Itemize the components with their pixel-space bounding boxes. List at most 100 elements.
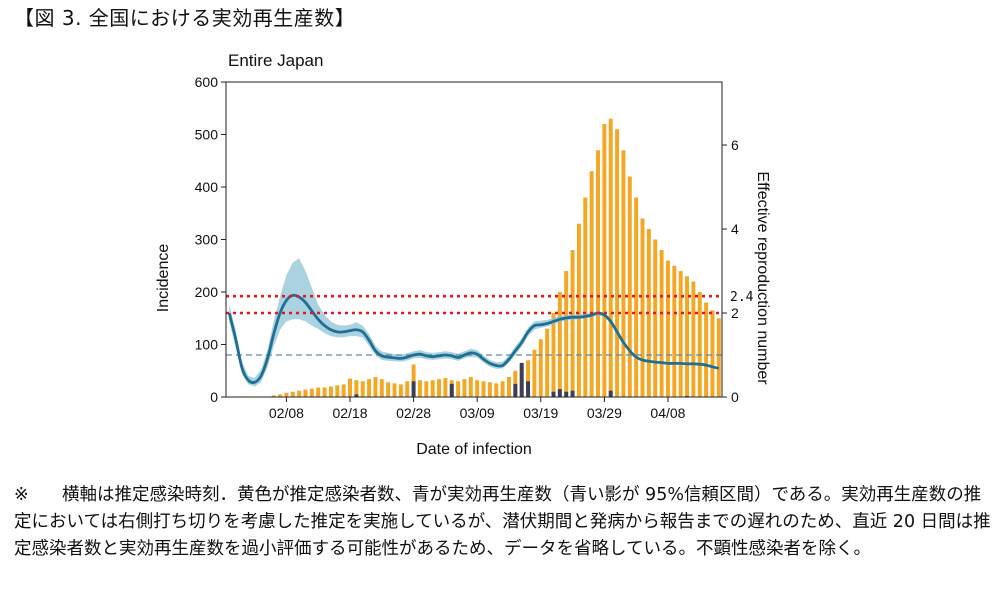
incidence-bar: [691, 281, 696, 397]
incidence-bar: [354, 380, 359, 397]
y-tick-label: 500: [195, 127, 219, 143]
incidence-bar: [678, 271, 683, 397]
incidence-bar: [328, 386, 333, 397]
incidence-rt-chart: Entire Japan 010020030040050060002462.40…: [155, 51, 771, 458]
incidence-bar: [570, 250, 575, 397]
incidence-bar: [500, 381, 505, 397]
imported-bar: [449, 383, 454, 397]
incidence-bar: [475, 380, 480, 397]
chart-title: Entire Japan: [228, 51, 323, 70]
incidence-bar: [494, 383, 499, 397]
incidence-bar: [538, 339, 543, 397]
incidence-bar: [704, 302, 709, 397]
incidence-bar: [456, 381, 461, 397]
incidence-bar: [284, 392, 289, 397]
incidence-bar: [481, 381, 486, 397]
imported-bar: [551, 391, 556, 397]
incidence-bar: [532, 349, 537, 397]
incidence-bar: [322, 387, 327, 397]
incidence-bar: [615, 129, 620, 397]
x-tick-label: 03/19: [523, 405, 558, 421]
y-tick-label: 400: [195, 179, 219, 195]
incidence-bar: [309, 388, 314, 397]
x-tick-label: 04/08: [650, 405, 685, 421]
incidence-bar: [576, 223, 581, 397]
imported-bar: [526, 381, 531, 397]
incidence-bar: [437, 379, 441, 397]
incidence-bar: [398, 384, 403, 397]
imported-bar: [354, 394, 359, 397]
incidence-bar: [411, 364, 416, 397]
incidence-bar: [373, 377, 378, 397]
x-axis-label: Date of infection: [416, 441, 532, 458]
incidence-bar: [417, 380, 422, 397]
incidence-bar: [634, 197, 639, 397]
imported-bar: [570, 390, 575, 397]
incidence-bar: [596, 150, 600, 397]
incidence-bar: [303, 389, 308, 397]
incidence-bar: [697, 292, 702, 397]
incidence-bar: [526, 360, 531, 397]
incidence-bar: [653, 239, 658, 397]
y-tick-label: 0: [210, 389, 218, 405]
incidence-bar: [665, 260, 670, 397]
x-tick-label: 02/08: [269, 405, 304, 421]
incidence-bar: [462, 379, 467, 397]
x-tick-label: 02/18: [332, 405, 367, 421]
x-tick-label: 03/29: [587, 405, 622, 421]
incidence-bar: [367, 379, 372, 397]
incidence-bar: [424, 381, 429, 397]
incidence-bar: [621, 150, 626, 397]
incidence-bar: [487, 382, 492, 397]
incidence-bar: [360, 381, 365, 397]
y-axis-label: Incidence: [155, 244, 172, 313]
imported-bar: [557, 389, 562, 397]
imported-bar: [513, 383, 518, 397]
rt-confidence-band: [229, 258, 719, 387]
incidence-bar: [405, 381, 410, 397]
incidence-bar: [564, 271, 569, 397]
imported-bar: [564, 391, 569, 397]
incidence-bar: [290, 391, 295, 397]
incidence-bar: [589, 171, 594, 397]
incidence-bar: [430, 380, 435, 397]
incidence-bar: [608, 118, 613, 397]
incidence-bar: [443, 378, 448, 397]
incidence-bar: [545, 328, 550, 397]
imported-bar: [685, 395, 689, 397]
imported-bar: [519, 362, 524, 397]
y2-tick-label: 6: [731, 137, 739, 153]
incidence-bar: [271, 395, 276, 397]
figure-heading: 【図 3. 全国における実効再生産数】: [14, 6, 356, 30]
incidence-bar: [379, 379, 384, 397]
incidence-bar: [640, 218, 645, 397]
incidence-bar: [278, 394, 283, 397]
footnote-text: 横軸は推定感染時刻．黄色が推定感染者数、青が実効再生産数（青い影が 95%信頼区…: [14, 485, 991, 559]
y2-tick-label: 2: [731, 305, 739, 321]
y-tick-label: 600: [195, 74, 219, 90]
x-tick-label: 02/28: [396, 405, 431, 421]
incidence-bar: [468, 377, 473, 397]
y2-axis-label: Effective reproduction number: [754, 171, 771, 385]
incidence-bar: [685, 276, 689, 397]
incidence-bar: [710, 310, 715, 397]
incidence-bar: [392, 383, 397, 397]
rt-line: [227, 293, 720, 385]
incidence-bar: [659, 250, 664, 397]
y2-tick-label: 0: [731, 389, 739, 405]
incidence-bar: [507, 377, 511, 397]
x-tick-label: 03/09: [460, 405, 495, 421]
incidence-bar: [341, 384, 346, 397]
y-tick-label: 200: [195, 284, 219, 300]
footnote-marker: ※: [14, 485, 29, 505]
incidence-bar: [557, 292, 562, 397]
incidence-bar: [672, 265, 677, 397]
threshold-label: 2.4: [730, 290, 754, 305]
y2-tick-label: 4: [731, 221, 739, 237]
incidence-bar: [602, 124, 607, 397]
incidence-bar: [716, 318, 721, 397]
y-tick-label: 100: [195, 337, 219, 353]
plot-area: 0 100 200 300 400 500 600 0 2 4 6 2.4 02/08 02/18 02/2…: [195, 74, 754, 421]
incidence-bar: [551, 313, 556, 397]
imported-bar: [411, 381, 416, 397]
